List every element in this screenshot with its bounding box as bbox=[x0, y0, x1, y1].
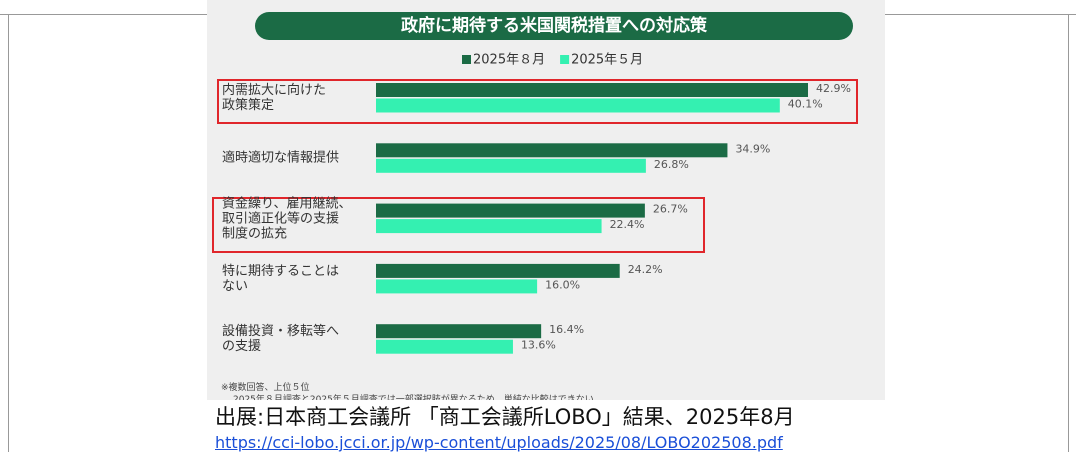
category-label: 特に期待することは ない bbox=[222, 263, 340, 294]
bar bbox=[376, 203, 645, 218]
category-label: 内需拡大に向けた 政策策定 bbox=[222, 83, 327, 113]
category-label: 適時適切な情報提供 bbox=[222, 150, 340, 166]
bar bbox=[376, 219, 602, 234]
category-label: 資金繰り、雇用継続、 取引適正化等の支援 制度の拡充 bbox=[222, 196, 352, 242]
note: ※複数回答、上位５位 bbox=[221, 383, 310, 393]
border-left bbox=[8, 14, 9, 452]
category-label: 設備投資・移転等へ の支援 bbox=[222, 324, 340, 355]
bar bbox=[376, 83, 809, 97]
highlight-box bbox=[217, 79, 858, 124]
bar bbox=[376, 143, 728, 158]
note: 2025年８月調査と2025年５月調査では一部選択肢が異なるため、単純な比較はで… bbox=[233, 395, 594, 400]
legend-swatch bbox=[560, 55, 570, 64]
chart-image: 政府に期待する米国関税措置への対応策 2025年８月 2025年５月 42.9% 40… bbox=[207, 0, 885, 400]
value-label: 42.9% bbox=[816, 82, 851, 95]
bar bbox=[376, 98, 780, 113]
highlight-box bbox=[212, 197, 705, 253]
source-link[interactable]: https://cci-lobo.jcci.or.jp/wp-content/u… bbox=[215, 433, 783, 452]
value-label: 16.0% bbox=[545, 278, 580, 291]
legend-swatch bbox=[462, 55, 471, 64]
bar bbox=[376, 324, 542, 339]
value-label: 40.1% bbox=[788, 98, 823, 111]
bar bbox=[376, 339, 513, 354]
value-label: 22.4% bbox=[610, 218, 645, 231]
value-label: 34.9% bbox=[735, 142, 770, 155]
legend-label: 2025年８月 bbox=[473, 53, 545, 68]
value-label: 24.2% bbox=[628, 263, 663, 276]
value-label: 13.6% bbox=[521, 339, 556, 352]
legend-label: 2025年５月 bbox=[571, 53, 643, 68]
bar bbox=[376, 263, 620, 278]
value-label: 26.7% bbox=[653, 203, 688, 216]
value-label: 26.8% bbox=[654, 158, 689, 171]
chart: 2025年８月 2025年５月 42.9% 40.1% 34.9% 26.8% 26.7% 2… bbox=[376, 53, 851, 354]
bar bbox=[376, 158, 646, 173]
value-label: 16.4% bbox=[549, 323, 584, 336]
bar bbox=[376, 279, 538, 294]
chart-title: 政府に期待する米国関税措置への対応策 bbox=[255, 12, 853, 40]
border-right bbox=[1068, 14, 1069, 452]
source-text: 出展:日本商工会議所 「商工会議所LOBO」結果、2025年8月 bbox=[215, 405, 795, 429]
